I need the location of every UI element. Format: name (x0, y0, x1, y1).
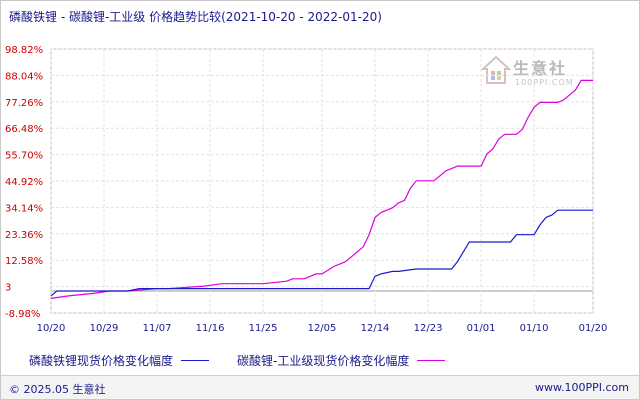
x-tick-label: 12/23 (414, 323, 443, 334)
chart-series (50, 79, 593, 299)
y-tick-label: 88.04% (5, 71, 43, 82)
x-tick-label: 12/14 (361, 323, 390, 334)
y-tick-label: 12.58% (5, 256, 43, 267)
x-tick-label: 01/20 (579, 323, 608, 334)
footer-website: www.100PPI.com (535, 381, 629, 394)
y-tick-label: -8.98% (5, 309, 40, 320)
y-axis-ticks: 98.82% 88.04% 77.26% 66.48% 55.70% 44.92% 34.1… (5, 45, 43, 320)
line-chart: 98.82% 88.04% 77.26% 66.48% 55.70% 44.92% 34.1… (5, 45, 608, 334)
y-tick-label: 77.26% (5, 98, 43, 109)
watermark-logo: 生意社 100PPI.COM (481, 53, 601, 93)
y-tick-label: 66.48% (5, 124, 43, 135)
footer-copyright: © 2025.05 生意社 (9, 383, 106, 396)
y-tick-label: 98.82% (5, 45, 43, 56)
x-tick-label: 11/07 (143, 323, 172, 334)
x-axis-ticks: 10/20 10/29 11/07 11/16 11/25 12/05 12/14 12/23… (37, 323, 608, 334)
footer: © 2025.05 生意社 www.100PPI.com (1, 375, 639, 399)
y-tick-label: 55.70% (5, 151, 43, 162)
y-tick-label: 44.92% (5, 177, 43, 188)
x-tick-label: 12/05 (308, 323, 337, 334)
legend-item-2: 碳酸锂-工业级现货价格变化幅度 (237, 352, 446, 369)
legend-item-1: 磷酸铁锂现货价格变化幅度 (29, 352, 210, 369)
y-tick-label: 23.36% (5, 230, 43, 241)
legend-label-1: 磷酸铁锂现货价格变化幅度 (29, 354, 174, 368)
y-tick-label: 3 (5, 283, 11, 294)
x-tick-label: 10/20 (37, 323, 66, 334)
legend-label-2: 碳酸锂-工业级现货价格变化幅度 (237, 354, 410, 368)
y-tick-label: 34.14% (5, 203, 43, 214)
x-tick-label: 10/29 (90, 323, 119, 334)
chart-title: 磷酸铁锂 - 碳酸锂-工业级 价格趋势比较(2021-10-20 - 2022-… (9, 10, 382, 24)
x-tick-label: 11/16 (196, 323, 225, 334)
x-tick-label: 11/25 (249, 323, 278, 334)
legend-swatch-1 (181, 360, 210, 361)
house-logo-icon (481, 55, 511, 84)
x-tick-label: 01/10 (520, 323, 549, 334)
series-line-2 (50, 79, 593, 299)
watermark-url: 100PPI.COM (515, 78, 574, 87)
series-line-1 (50, 209, 593, 297)
x-tick-label: 01/01 (467, 323, 496, 334)
chart-legend: 磷酸铁锂现货价格变化幅度 碳酸锂-工业级现货价格变化幅度 (29, 352, 473, 369)
legend-swatch-2 (417, 360, 446, 361)
watermark-name: 生意社 (513, 59, 568, 78)
